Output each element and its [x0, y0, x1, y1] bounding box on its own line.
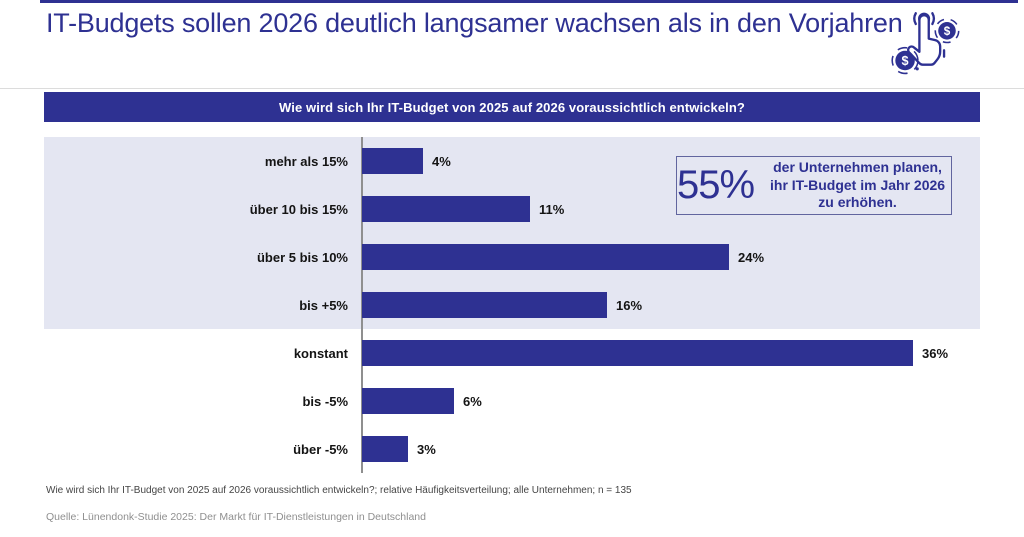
- category-label: über 10 bis 15%: [249, 201, 348, 217]
- category-label: bis +5%: [299, 297, 348, 313]
- bar: [362, 292, 607, 318]
- chart-row: über 5 bis 10% 24%: [44, 233, 980, 281]
- category-label: mehr als 15%: [264, 153, 348, 169]
- chart-row: konstant 36%: [44, 329, 980, 377]
- category-label: über -5%: [293, 441, 348, 457]
- bar: [362, 340, 913, 366]
- value-label: 11%: [539, 201, 565, 217]
- value-label: 3%: [417, 441, 436, 457]
- callout-box: 55% der Unternehmen planen, ihr IT-Budge…: [676, 156, 952, 215]
- value-label: 4%: [432, 153, 451, 169]
- value-label: 36%: [922, 345, 949, 361]
- bar: [362, 196, 530, 222]
- bar: [362, 244, 729, 270]
- callout-text: der Unternehmen planen, ihr IT-Budget im…: [770, 159, 946, 211]
- bar: [362, 148, 423, 174]
- page-title: IT-Budgets sollen 2026 deutlich langsame…: [46, 8, 903, 38]
- svg-text:$: $: [902, 54, 909, 68]
- svg-text:$: $: [944, 25, 951, 38]
- value-label: 16%: [616, 297, 643, 313]
- source-line: Quelle: Lünendonk-Studie 2025: Der Markt…: [46, 511, 426, 523]
- callout-value: 55%: [677, 163, 755, 207]
- chart-row: über -5% 3%: [44, 425, 980, 473]
- top-accent-line: [40, 0, 1018, 3]
- footnote: Wie wird sich Ihr IT-Budget von 2025 auf…: [46, 485, 632, 496]
- chart-row: bis -5% 6%: [44, 377, 980, 425]
- bar: [362, 436, 408, 462]
- chart-rows: mehr als 15% 4% über 10 bis 15% 11% über 5 b…: [44, 137, 980, 473]
- bar: [362, 388, 454, 414]
- value-label: 6%: [463, 393, 482, 409]
- category-label: konstant: [293, 345, 348, 361]
- question-banner-text: Wie wird sich Ihr IT-Budget von 2025 auf…: [279, 99, 745, 115]
- category-label: bis -5%: [302, 393, 348, 409]
- chart-row: mehr als 15% 4%: [44, 137, 980, 185]
- category-label: über 5 bis 10%: [256, 249, 348, 265]
- question-banner: Wie wird sich Ihr IT-Budget von 2025 auf…: [44, 92, 980, 122]
- value-label: 24%: [738, 249, 765, 265]
- chart-row: bis +5% 16%: [44, 281, 980, 329]
- header-divider: [0, 88, 1024, 89]
- money-click-icon: $ $: [888, 4, 966, 82]
- bar-chart: mehr als 15% 4% über 10 bis 15% 11% über 5 b…: [44, 137, 980, 473]
- chart-row: über 10 bis 15% 11%: [44, 185, 980, 233]
